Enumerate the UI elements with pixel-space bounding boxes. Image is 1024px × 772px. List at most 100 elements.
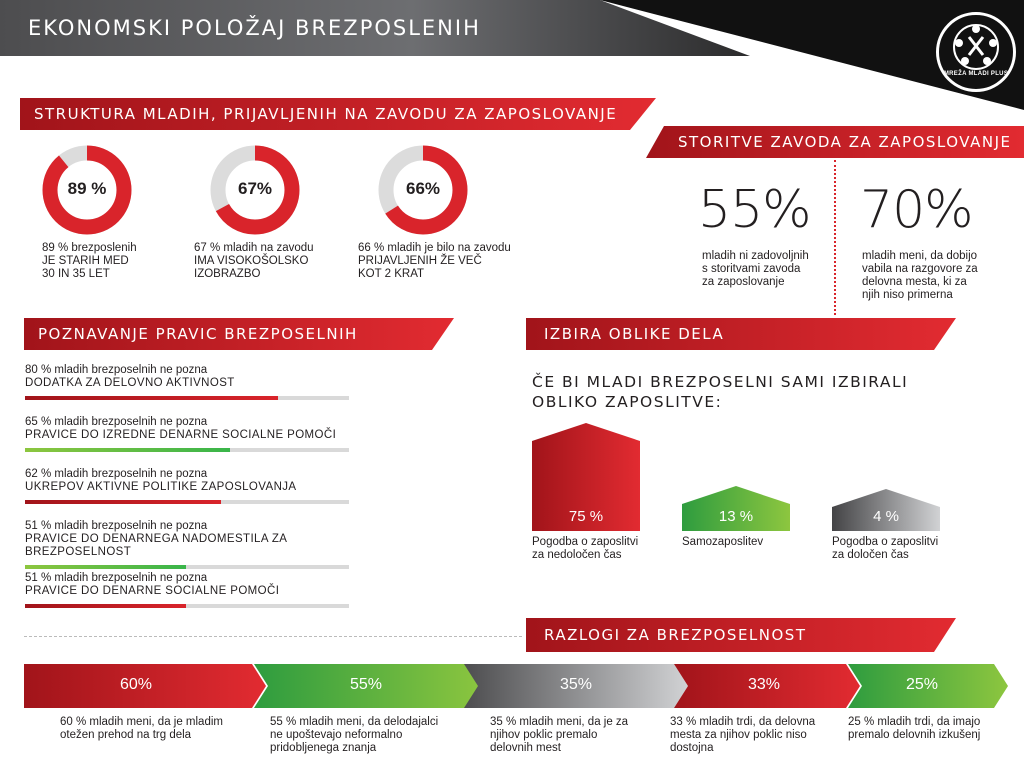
- logo: MREŽA MLADI PLUS: [936, 12, 1016, 92]
- rights-bar-track: [25, 500, 349, 504]
- rights-item-line2: DODATKA ZA DELOVNO AKTIVNOST: [25, 377, 235, 389]
- rights-bar-fill: [25, 565, 187, 569]
- rights-item-line1: 51 % mladih brezposelnih ne pozna: [25, 572, 208, 584]
- structure-heading: STRUKTURA MLADIH, PRIJAVLJENIH NA ZAVODU…: [34, 105, 618, 123]
- house-category-line: Pogodba o zaposlitvi: [532, 536, 639, 548]
- reason-text-line: 55 % mladih meni, da delodajalci: [270, 716, 439, 728]
- rights-bar-track: [25, 448, 349, 452]
- house-category-label: Pogodba o zaposlitvi za določen čas: [832, 536, 938, 562]
- donut-label: 66%: [405, 179, 441, 198]
- reason-text-line: otežen prehod na trg dela: [60, 729, 192, 741]
- structure-text-1: 89 % brezposlenih JE STARIH MED 30 IN 35…: [42, 242, 137, 281]
- structure-1-line2: JE STARIH MED: [42, 255, 129, 267]
- services-text-1: mladih ni zadovoljnih s storitvami zavod…: [702, 250, 809, 289]
- section-separator: [24, 636, 522, 637]
- reason-text: 33 % mladih trdi, da delovna mesta za nji…: [670, 716, 815, 755]
- work-form-banner-bg: [526, 318, 956, 350]
- house-bar-1: [532, 423, 640, 531]
- services-2-line3: delovna mesta, ki za: [862, 276, 967, 288]
- structure-1-line1: 89 % brezposlenih: [42, 242, 137, 254]
- reason-text: 25 % mladih trdi, da imajo premalo delovn…: [848, 716, 980, 742]
- reason-text-line: 60 % mladih meni, da je mladim: [60, 716, 223, 728]
- services-banner-bg: [646, 126, 1024, 158]
- work-form-question-line1: ČE BI MLADI BREZPOSELNI SAMI IZBIRALI: [532, 373, 909, 391]
- reason-text-line: delovnih mest: [490, 742, 561, 754]
- rights-bar-track: [25, 396, 349, 400]
- work-form-heading: IZBIRA OBLIKE DELA: [544, 325, 725, 343]
- services-divider: [834, 160, 836, 315]
- reason-text-line: pridobljenega znanja: [270, 742, 377, 754]
- structure-1-line3: 30 IN 35 LET: [42, 268, 110, 280]
- reason-value-label: 25%: [905, 676, 939, 693]
- structure-3-line1: 66 % mladih je bilo na zavodu: [358, 242, 511, 254]
- reason-text: 60 % mladih meni, da je mladim otežen pre…: [60, 716, 223, 742]
- rights-item-line1: 80 % mladih brezposelnih ne pozna: [25, 364, 208, 376]
- reason-arrow-3: [464, 664, 688, 708]
- house-bar-2: [682, 486, 790, 531]
- house-value-label: 13 %: [718, 508, 754, 525]
- logo-text: MREŽA MLADI PLUS: [943, 71, 1009, 77]
- house-value-label: 75 %: [568, 508, 604, 525]
- services-2-line2: vabila na razgovore za: [862, 263, 978, 275]
- rights-item-line1: 62 % mladih brezposelnih ne pozna: [25, 468, 208, 480]
- top-band: [0, 0, 1024, 110]
- rights-bar-track: [25, 565, 349, 569]
- houses-chart: [532, 423, 940, 531]
- donut-value-arc: [210, 145, 300, 235]
- rights-item-line2: UKREPOV AKTIVNE POLITIKE ZAPOSLOVANJA: [25, 481, 297, 493]
- reason-text-line: 25 % mladih trdi, da imajo: [848, 716, 981, 728]
- reason-value-label: 55%: [349, 676, 383, 693]
- house-category-line: za določen čas: [832, 549, 909, 561]
- rights-item-line2: PRAVICE DO IZREDNE DENARNE SOCIALNE POMO…: [25, 429, 337, 441]
- reason-arrow-2: [254, 664, 486, 708]
- reason-text: 35 % mladih meni, da je za njihov poklic …: [490, 716, 628, 755]
- reasons-arrows: [24, 664, 1008, 708]
- donut-label: 67%: [237, 179, 273, 198]
- donut-chart-1: 89 %: [42, 145, 132, 240]
- structure-2-line3: IZOBRAZBO: [194, 268, 261, 280]
- services-1-line2: s storitvami zavoda: [702, 263, 801, 275]
- rights-item-line1: 51 % mladih brezposelnih ne pozna: [25, 520, 208, 532]
- rights-bar-track: [25, 604, 349, 608]
- reason-arrow-5: [848, 664, 1008, 708]
- reason-value-label: 33%: [747, 676, 781, 693]
- reason-text-line: 35 % mladih meni, da je za: [490, 716, 629, 728]
- structure-3-line2: PRIJAVLJENIH ŽE VEČ: [358, 255, 482, 267]
- donut-value-arc: [378, 145, 468, 235]
- structure-text-3: 66 % mladih je bilo na zavodu PRIJAVLJEN…: [358, 242, 511, 281]
- rights-bar-fill: [25, 396, 278, 400]
- house-category-label: Samozaposlitev: [682, 536, 763, 549]
- reason-text-line: ne upoštevajo neformalno: [270, 729, 403, 741]
- services-pct-1: 55%: [698, 180, 812, 240]
- donut-chart-3: 66%: [378, 145, 468, 240]
- house-value-label: 4 %: [873, 508, 899, 525]
- reasons-banner-bg: [526, 618, 956, 652]
- rights-item: 80 % mladih brezposelnih ne pozna DODATKA…: [25, 364, 349, 400]
- reason-text: 55 % mladih meni, da delodajalci ne upošt…: [270, 716, 438, 755]
- structure-2-line2: IMA VISOKOŠOLSKO: [194, 255, 309, 267]
- services-pct-2: 70%: [860, 180, 974, 240]
- reason-value-label: 35%: [559, 676, 593, 693]
- donut-value-arc: [42, 145, 132, 235]
- donut-chart-2: 67%: [210, 145, 300, 240]
- house-category-line: Pogodba o zaposlitvi: [832, 536, 939, 548]
- donut-label: 89 %: [67, 179, 107, 198]
- services-heading: STORITVE ZAVODA ZA ZAPOSLOVANJE: [678, 133, 1012, 151]
- rights-item-line2: PRAVICE DO DENARNEGA NADOMESTILA ZA BREZ…: [25, 533, 287, 558]
- reason-text-line: njihov poklic premalo: [490, 729, 598, 741]
- rights-bar-fill: [25, 500, 221, 504]
- services-2-line1: mladih meni, da dobijo: [862, 250, 978, 262]
- rights-item: 51 % mladih brezposelnih ne pozna PRAVICE…: [25, 572, 349, 608]
- rights-banner-bg: [24, 318, 454, 350]
- rights-bar-fill: [25, 604, 187, 608]
- rights-item-line1: 65 % mladih brezposelnih ne pozna: [25, 416, 208, 428]
- house-category-label: Pogodba o zaposlitvi za nedoločen čas: [532, 536, 638, 562]
- globe-people-icon: [953, 24, 999, 70]
- work-form-question: ČE BI MLADI BREZPOSELNI SAMI IZBIRALI OB…: [532, 372, 908, 412]
- services-1-line1: mladih ni zadovoljnih: [702, 250, 809, 262]
- structure-text-2: 67 % mladih na zavodu IMA VISOKOŠOLSKO I…: [194, 242, 314, 281]
- services-text-2: mladih meni, da dobijo vabila na razgovo…: [862, 250, 978, 302]
- house-category-line: Samozaposlitev: [682, 536, 764, 548]
- reason-arrow-1: [24, 664, 266, 708]
- house-category-line: za nedoločen čas: [532, 549, 622, 561]
